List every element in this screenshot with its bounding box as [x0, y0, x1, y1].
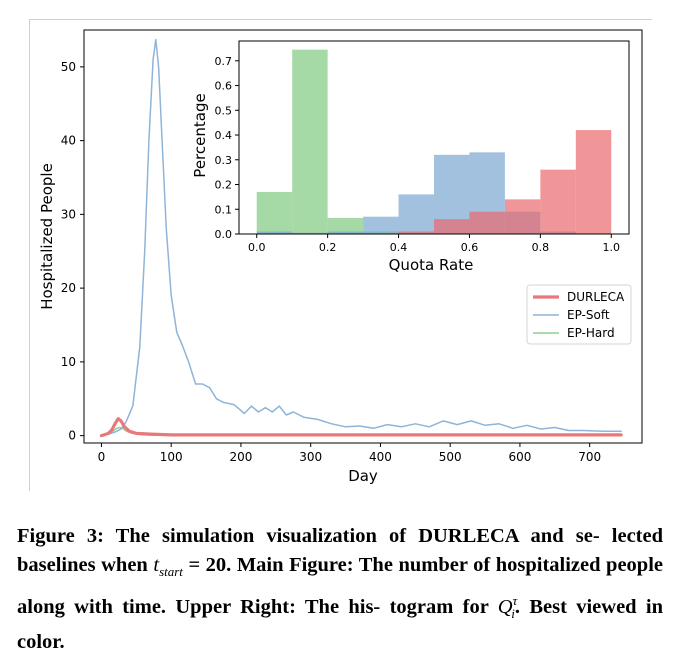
- series-line-ep-soft: [100, 38, 622, 437]
- caption-math-q: Qτi: [497, 593, 518, 622]
- x-tick-label: 700: [578, 450, 601, 464]
- inset-y-tick-label: 0.2: [215, 179, 233, 192]
- hist-bar-durleca: [575, 130, 612, 234]
- inset-y-tick-label: 0.6: [215, 80, 233, 93]
- caption-text-2: = 20. Main Figure: The number of hospita…: [17, 554, 663, 618]
- hist-bar-ep-hard: [256, 191, 293, 234]
- inset-y-axis-label: Percentage: [191, 93, 209, 177]
- figure-top-rule: [29, 19, 652, 20]
- x-tick-label: 300: [299, 450, 322, 464]
- series-line-durleca: [99, 417, 623, 438]
- math-q: Q: [497, 595, 513, 618]
- hist-bar-ep-soft: [256, 231, 293, 234]
- inset-x-tick-label: 0.0: [248, 241, 266, 254]
- x-axis-label: Day: [348, 467, 378, 485]
- hist-bar-ep-soft: [292, 232, 328, 234]
- inset-y-tick-label: 0.3: [215, 154, 233, 167]
- x-tick-label: 0: [98, 450, 106, 464]
- inset-histogram: 0.0 0.2 0.4 0.6 0.8 1.0 0.0 0.1 0.2 0.3 0.4 0.5 0.6 0…: [191, 40, 630, 274]
- legend-label: EP-Hard: [567, 326, 615, 340]
- y-tick-label: 40: [61, 134, 76, 148]
- inset-y-tick-label: 0.1: [215, 203, 233, 216]
- inset-x-axis-label: Quota Rate: [389, 256, 474, 274]
- legend-label: EP-Soft: [567, 308, 610, 322]
- math-t: t: [153, 554, 160, 576]
- x-tick-label: 400: [369, 450, 392, 464]
- figure-caption: Figure 3: The simulation visualization o…: [17, 522, 663, 657]
- main-legend: DURLECA EP-Soft EP-Hard: [526, 284, 632, 345]
- y-tick-label: 20: [61, 281, 76, 295]
- inset-x-tick-label: 0.8: [532, 241, 550, 254]
- caption-text-1: Figure 3: The simulation visualization o…: [17, 525, 663, 576]
- x-tick-label: 500: [439, 450, 462, 464]
- inset-x-tick-label: 1.0: [603, 241, 621, 254]
- legend-box: [526, 284, 632, 345]
- inset-y-tick-label: 0.4: [215, 129, 233, 142]
- inset-x-tick-label: 0.4: [390, 241, 408, 254]
- y-tick-label: 0: [68, 429, 76, 443]
- x-tick-label: 200: [229, 450, 252, 464]
- hist-bar-ep-soft: [363, 216, 399, 234]
- y-axis-label: Hospitalized People: [38, 163, 56, 310]
- x-tick-label: 600: [508, 450, 531, 464]
- caption-math-tstart: tstart: [153, 554, 183, 580]
- inset-frame-top: [238, 40, 630, 235]
- hist-bar-ep-hard: [327, 217, 364, 234]
- inset-y-tick-label: 0.7: [215, 55, 233, 68]
- inset-x-tick-label: 0.6: [461, 241, 479, 254]
- hist-bar-ep-soft: [327, 231, 364, 234]
- hist-bar-durleca: [434, 219, 470, 234]
- inset-y-tick-label: 0.0: [215, 228, 233, 241]
- figure-left-rule: [29, 19, 30, 491]
- math-q-sub: i: [511, 606, 515, 622]
- figure-3: 0 100 200 300 400 500 600 700 0 10 20 30 40 50 Day Hosp…: [38, 29, 643, 485]
- y-tick-label: 10: [61, 355, 76, 369]
- inset-x-tick-label: 0.2: [319, 241, 337, 254]
- hist-bar-durleca: [540, 169, 576, 234]
- y-tick-label: 30: [61, 207, 76, 221]
- hist-bar-durleca: [398, 231, 434, 234]
- math-t-sub: start: [159, 564, 183, 580]
- math-q-sup: τ: [512, 593, 518, 609]
- legend-label: DURLECA: [567, 290, 625, 304]
- y-tick-label: 50: [61, 60, 76, 74]
- hist-bar-durleca: [469, 211, 505, 234]
- inset-y-tick-label: 0.5: [215, 104, 233, 117]
- caption-text-3: . Best viewed in color.: [17, 595, 663, 654]
- hist-bar-ep-hard: [292, 49, 328, 235]
- x-tick-label: 100: [160, 450, 183, 464]
- hist-bar-ep-soft: [398, 194, 434, 234]
- hist-bar-durleca: [504, 199, 541, 234]
